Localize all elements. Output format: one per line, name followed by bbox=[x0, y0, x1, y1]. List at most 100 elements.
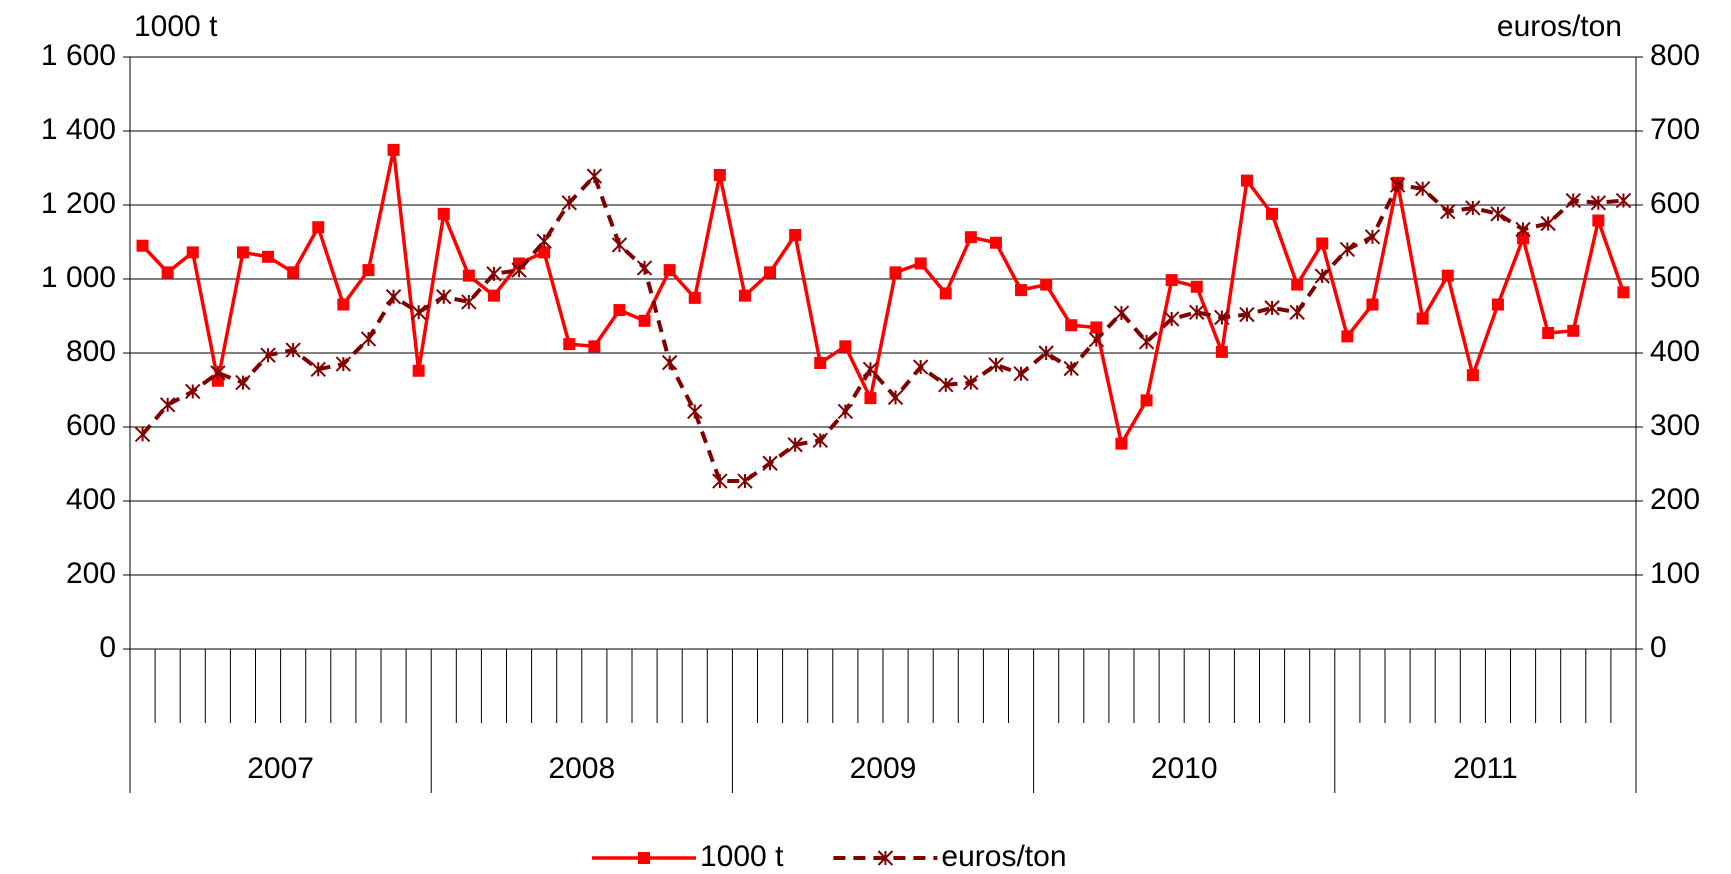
point bbox=[387, 143, 400, 156]
point bbox=[461, 294, 477, 310]
point bbox=[563, 338, 576, 351]
point bbox=[360, 331, 377, 347]
point bbox=[661, 354, 678, 371]
point bbox=[713, 169, 726, 182]
point bbox=[889, 266, 902, 279]
point bbox=[1289, 304, 1305, 321]
point bbox=[1266, 207, 1279, 220]
point bbox=[1414, 181, 1431, 197]
point bbox=[1214, 309, 1230, 326]
point bbox=[1466, 369, 1479, 382]
point bbox=[436, 289, 452, 305]
point bbox=[1239, 306, 1255, 323]
group-label: 2011 bbox=[1453, 752, 1518, 785]
point bbox=[1441, 269, 1454, 282]
point bbox=[134, 426, 151, 443]
point bbox=[864, 392, 877, 405]
series-line bbox=[141, 172, 1624, 484]
point bbox=[989, 236, 1002, 249]
point bbox=[812, 432, 828, 449]
point bbox=[285, 342, 301, 358]
point bbox=[486, 266, 502, 282]
point bbox=[963, 374, 979, 391]
point bbox=[1165, 274, 1178, 287]
point bbox=[839, 340, 852, 353]
point bbox=[1615, 192, 1632, 209]
point bbox=[236, 246, 249, 259]
point bbox=[762, 455, 778, 471]
y2-tick-label: 700 bbox=[1650, 113, 1700, 146]
point bbox=[1341, 330, 1354, 343]
point bbox=[1491, 298, 1504, 311]
point bbox=[737, 473, 753, 489]
point bbox=[262, 250, 275, 263]
point bbox=[260, 347, 276, 363]
point bbox=[1240, 174, 1253, 187]
point bbox=[912, 359, 929, 375]
point bbox=[1015, 284, 1028, 297]
point bbox=[688, 291, 701, 304]
group-label: 2010 bbox=[1151, 752, 1218, 785]
point bbox=[862, 361, 879, 377]
point bbox=[385, 289, 402, 305]
y2-tick-label: 600 bbox=[1650, 187, 1700, 220]
point bbox=[561, 195, 577, 211]
point bbox=[1088, 331, 1105, 348]
y2-tick-label: 200 bbox=[1650, 483, 1700, 516]
point bbox=[185, 383, 201, 400]
y-tick-label: 400 bbox=[66, 483, 116, 516]
legend-label: 1000 t bbox=[700, 840, 784, 873]
point bbox=[161, 266, 174, 279]
point bbox=[1592, 214, 1605, 227]
point bbox=[1542, 327, 1555, 340]
point bbox=[1440, 203, 1456, 220]
y-tick-label: 1 400 bbox=[41, 113, 116, 146]
point bbox=[1517, 232, 1530, 245]
y-tick-label: 800 bbox=[66, 335, 116, 368]
point bbox=[964, 231, 977, 244]
point bbox=[1038, 345, 1054, 361]
point bbox=[410, 304, 427, 321]
point bbox=[1490, 206, 1506, 222]
point bbox=[1090, 321, 1103, 334]
y-tick-label: 1 200 bbox=[41, 187, 116, 220]
point bbox=[1316, 237, 1329, 250]
point bbox=[1515, 221, 1531, 238]
point bbox=[362, 264, 375, 277]
legend-marker bbox=[638, 852, 650, 864]
point bbox=[1465, 200, 1481, 216]
point bbox=[988, 357, 1004, 373]
point bbox=[159, 397, 176, 413]
point bbox=[638, 314, 651, 327]
point bbox=[1416, 312, 1429, 325]
point bbox=[1013, 366, 1029, 382]
point bbox=[1565, 192, 1581, 209]
point bbox=[412, 364, 425, 377]
point bbox=[887, 389, 904, 406]
point bbox=[1190, 280, 1203, 293]
series-line bbox=[141, 149, 1626, 449]
point bbox=[136, 239, 149, 252]
point bbox=[186, 246, 199, 259]
point bbox=[939, 287, 952, 300]
y-axis-label: 1000 t bbox=[134, 10, 218, 43]
y-tick-label: 0 bbox=[99, 631, 116, 664]
point bbox=[712, 473, 728, 489]
point bbox=[613, 304, 626, 317]
point bbox=[1567, 324, 1580, 337]
point bbox=[938, 377, 954, 393]
legend-marker bbox=[877, 850, 894, 866]
point bbox=[1113, 305, 1130, 321]
point bbox=[337, 298, 350, 311]
point bbox=[1590, 195, 1607, 211]
point bbox=[287, 266, 300, 279]
point bbox=[511, 262, 527, 278]
point bbox=[1138, 334, 1155, 350]
point bbox=[586, 168, 603, 184]
point bbox=[636, 260, 653, 276]
point bbox=[687, 403, 703, 420]
point bbox=[437, 207, 450, 220]
point bbox=[335, 356, 352, 372]
point bbox=[536, 233, 552, 249]
